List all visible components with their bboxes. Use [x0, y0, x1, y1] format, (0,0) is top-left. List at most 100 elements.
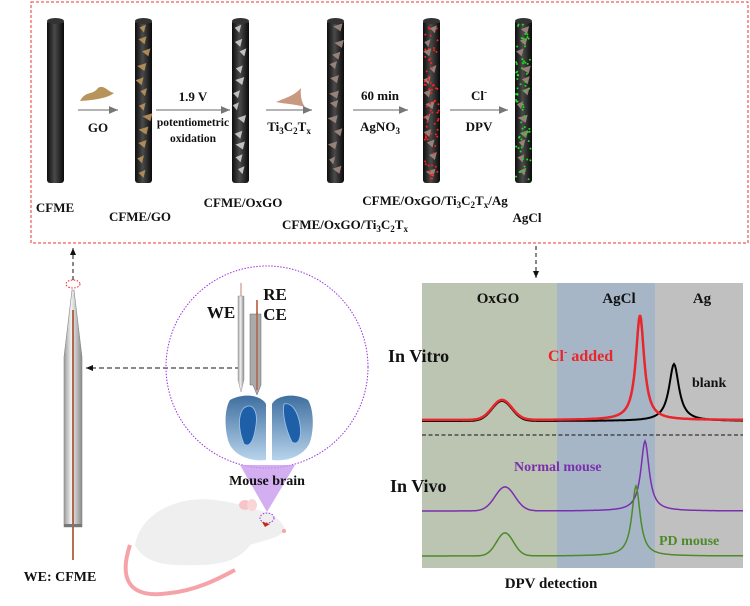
particle: [524, 90, 527, 93]
flake: [429, 65, 437, 74]
flake: [333, 23, 343, 32]
particle: [520, 146, 523, 149]
particle: [517, 24, 520, 27]
particle: [435, 27, 438, 30]
particle: [516, 92, 519, 95]
ce-label: CE: [263, 305, 287, 324]
particle: [423, 138, 426, 141]
we-label: WE: [207, 303, 235, 322]
step-time-label: 60 min: [361, 88, 400, 103]
particle: [424, 160, 427, 163]
flake: [138, 36, 147, 45]
particle: [526, 158, 529, 161]
particle: [431, 164, 434, 167]
flake: [329, 90, 339, 99]
dpv-detection-label: DPV detection: [505, 576, 598, 592]
particle: [424, 55, 427, 58]
particle: [529, 147, 532, 150]
particle: [524, 80, 527, 83]
particle: [431, 173, 434, 176]
particle: [424, 83, 427, 86]
brain-slice-illustration: [225, 395, 313, 461]
step-oxidation-label: oxidation: [170, 133, 217, 145]
flake: [135, 77, 144, 86]
particle: [515, 175, 518, 178]
tip-highlight: [65, 279, 81, 289]
particle: [526, 33, 529, 36]
particle: [527, 140, 530, 143]
flake: [334, 39, 344, 48]
particle: [519, 150, 522, 153]
particle: [435, 87, 438, 90]
region-label-oxgo: OxGO: [477, 291, 520, 307]
particle: [520, 138, 523, 141]
mxene-flake-icon: [276, 88, 305, 107]
particle: [431, 111, 434, 114]
particle: [426, 120, 429, 123]
region-oxgo: [422, 283, 557, 568]
flake: [138, 169, 146, 178]
flake: [237, 115, 247, 124]
flake: [330, 75, 339, 84]
blank-label: blank: [692, 376, 726, 391]
particle: [424, 48, 427, 51]
particle: [515, 61, 518, 64]
flake: [235, 141, 245, 150]
dpv-chart: OxGO AgCl Ag In Vitro In Vivo Cl- added …: [388, 283, 744, 568]
curve-cl-added: [422, 314, 744, 422]
particle: [434, 133, 437, 136]
particle: [433, 49, 436, 52]
particle: [527, 37, 530, 40]
particle: [519, 83, 522, 86]
particle: [515, 71, 518, 74]
particle: [515, 100, 518, 103]
particle: [523, 115, 526, 118]
particle: [516, 74, 519, 77]
particle: [528, 127, 531, 130]
flake: [329, 156, 336, 165]
particle: [523, 165, 526, 168]
particle: [428, 75, 431, 78]
particle: [523, 126, 526, 129]
particle: [423, 116, 426, 119]
particle: [432, 47, 435, 50]
region-label-ag: Ag: [693, 291, 712, 307]
rod-ag: [423, 18, 440, 183]
flake: [520, 26, 530, 35]
particle: [427, 164, 430, 167]
particle: [429, 34, 432, 37]
particle: [428, 88, 431, 91]
particle: [430, 132, 433, 135]
particle: [521, 132, 524, 135]
step-agno3-label: AgNO3: [360, 119, 400, 136]
particle: [524, 61, 527, 64]
curve-pd-mouse: [422, 483, 743, 557]
particle: [525, 72, 528, 75]
step-potentiometric-label: potentiometric: [157, 117, 229, 129]
rod-agcl: [515, 18, 532, 183]
particle: [430, 92, 433, 95]
particle: [429, 102, 432, 105]
particle: [516, 87, 519, 90]
mouse-brain-label: Mouse brain: [229, 474, 305, 489]
step-dpv-label: DPV: [466, 119, 493, 134]
cfme-electrode: [63, 279, 83, 560]
particle: [521, 103, 524, 106]
magnified-view-circle: [165, 265, 369, 469]
flake: [327, 115, 338, 124]
particle: [526, 36, 529, 39]
step-voltage-label: 1.9 V: [179, 89, 208, 104]
flake: [140, 88, 148, 97]
particle: [521, 23, 524, 26]
particle: [433, 99, 436, 102]
region-label-agcl: AgCl: [602, 291, 635, 307]
particle: [428, 59, 431, 62]
flake: [237, 166, 245, 175]
region-agcl: [557, 283, 655, 568]
particle: [429, 173, 432, 176]
particle: [425, 135, 428, 138]
particle: [515, 63, 518, 66]
flake: [233, 90, 240, 99]
particle: [517, 23, 520, 26]
flake: [328, 141, 338, 150]
